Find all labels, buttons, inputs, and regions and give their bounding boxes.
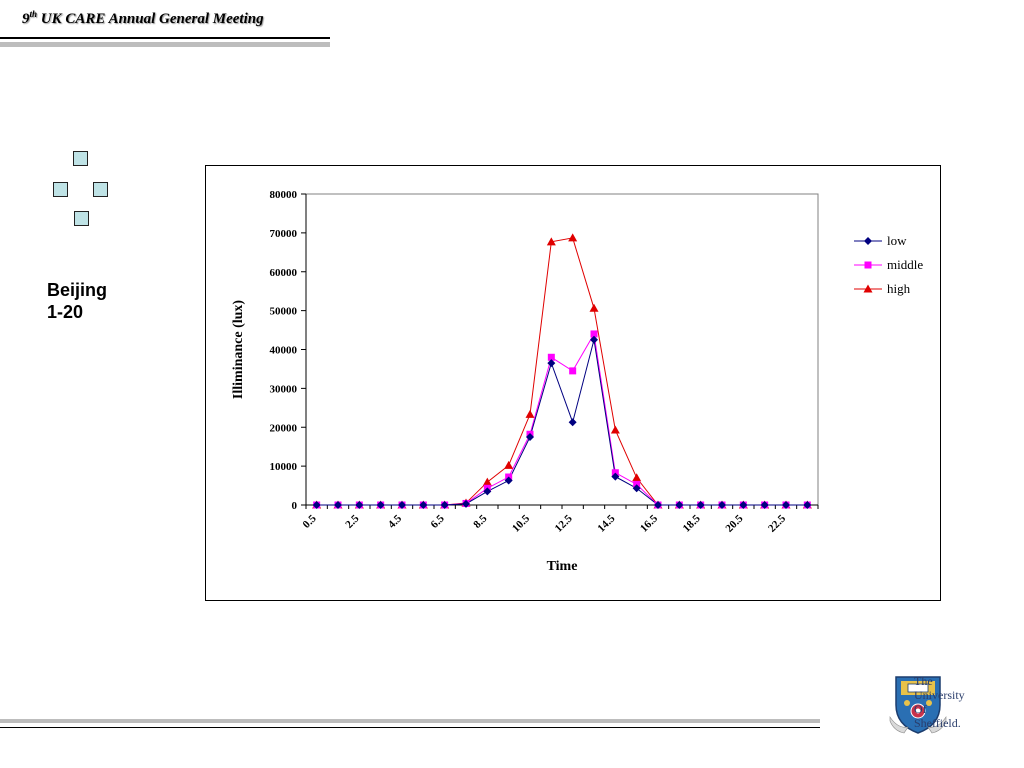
x-tick-label: 8.5: [471, 512, 490, 531]
decorative-square-top: [73, 151, 88, 166]
legend-marker-low: [864, 237, 872, 245]
y-tick-label: 40000: [270, 345, 298, 357]
data-point-low: [483, 487, 492, 496]
data-point-low: [718, 501, 726, 509]
data-point-low: [568, 418, 577, 427]
data-point-middle: [569, 367, 577, 375]
legend-marker-high: [863, 284, 873, 293]
data-point-low: [440, 501, 449, 509]
data-point-low: [334, 501, 342, 509]
y-tick-label: 80000: [270, 189, 298, 201]
data-point-high: [504, 460, 514, 469]
title-rest: UK CARE Annual General Meeting: [37, 11, 264, 27]
data-point-low: [675, 501, 684, 509]
x-tick-label: 12.5: [553, 512, 575, 534]
data-point-low: [547, 359, 556, 368]
legend-label-low: low: [887, 233, 907, 248]
title-prefix: 9: [22, 11, 30, 27]
x-tick-label: 10.5: [510, 512, 532, 534]
data-point-low: [526, 432, 534, 441]
data-point-low: [376, 501, 385, 509]
data-point-high: [525, 409, 535, 418]
data-point-low: [696, 501, 705, 509]
chart-frame: 0 10000 20000 30000 40000 50000 60000 70000 8000…: [205, 165, 941, 601]
x-tick-label: 22.5: [766, 512, 788, 534]
legend-label-high: high: [887, 281, 911, 296]
data-point-low: [462, 499, 470, 508]
x-axis-title: Time: [547, 559, 578, 574]
data-point-low: [803, 501, 812, 509]
x-tick-label: 18.5: [681, 512, 703, 534]
x-tick-label: 20.5: [723, 512, 745, 534]
location-label-line1: Beijing: [47, 280, 108, 300]
data-point-high: [610, 425, 620, 434]
decorative-square-right: [93, 182, 108, 197]
university-crest-logo: [889, 676, 947, 734]
series-line-high: [316, 237, 808, 506]
data-point-low: [654, 501, 662, 509]
x-tick-label: 4.5: [386, 512, 405, 531]
data-point-low: [782, 501, 790, 509]
illuminance-line-chart: 0 10000 20000 30000 40000 50000 60000 70000 8000…: [231, 189, 923, 574]
wordmark-line3: Of: [914, 702, 927, 716]
x-tick-label: 16.5: [638, 512, 660, 534]
legend-label-middle: middle: [887, 257, 923, 272]
y-axis-title: Illiminance (lux): [231, 300, 246, 400]
footer-rule-grey: [0, 719, 820, 723]
y-tick-label: 30000: [270, 383, 298, 395]
x-tick-label: 6.5: [429, 512, 448, 531]
data-point-low: [632, 484, 641, 493]
data-point-low: [739, 501, 748, 509]
y-tick-label: 60000: [270, 267, 298, 279]
data-point-high: [568, 233, 578, 242]
data-point-low: [398, 501, 406, 509]
header-rule-dark: [0, 37, 330, 39]
header-rule-grey: [0, 42, 330, 47]
decorative-square-left: [53, 182, 68, 197]
legend-marker-middle: [864, 261, 872, 269]
y-tick-label: 50000: [270, 306, 298, 318]
data-point-low: [590, 335, 598, 344]
location-label-line2: 1-20: [47, 302, 84, 322]
decorative-square-bottom: [74, 211, 89, 226]
data-point-low: [611, 472, 620, 481]
wordmark-line2: University: [914, 688, 965, 702]
wordmark-line4: Sheffield.: [914, 716, 961, 730]
x-tick-label: 0.5: [301, 512, 320, 531]
x-tick-label: 14.5: [595, 512, 617, 534]
title-superscript: th: [29, 9, 38, 19]
series-line-middle: [316, 332, 808, 506]
data-point-low: [504, 476, 513, 485]
university-wordmark: The University Of Sheffield.: [914, 674, 965, 730]
data-point-low: [760, 501, 769, 509]
location-label: Beijing 1-20: [47, 279, 107, 323]
y-tick-label: 10000: [270, 461, 298, 473]
data-point-low: [419, 501, 428, 509]
data-point-high: [589, 303, 599, 312]
data-point-middle: [547, 353, 555, 361]
data-point-high: [482, 477, 492, 486]
slide-header-title: 9th UK CARE Annual General Meeting: [22, 9, 264, 28]
footer-rule-dark: [0, 727, 820, 728]
data-point-middle: [590, 330, 598, 338]
data-point-low: [312, 501, 321, 509]
x-tick-label: 2.5: [343, 512, 362, 531]
y-tick-label: 0: [292, 500, 298, 512]
wordmark-line1: The: [914, 674, 933, 688]
plot-area: [305, 193, 819, 506]
data-point-high: [632, 473, 642, 482]
data-point-high: [546, 237, 556, 246]
y-tick-label: 20000: [270, 422, 298, 434]
y-tick-label: 70000: [270, 228, 298, 240]
data-point-low: [355, 501, 364, 509]
